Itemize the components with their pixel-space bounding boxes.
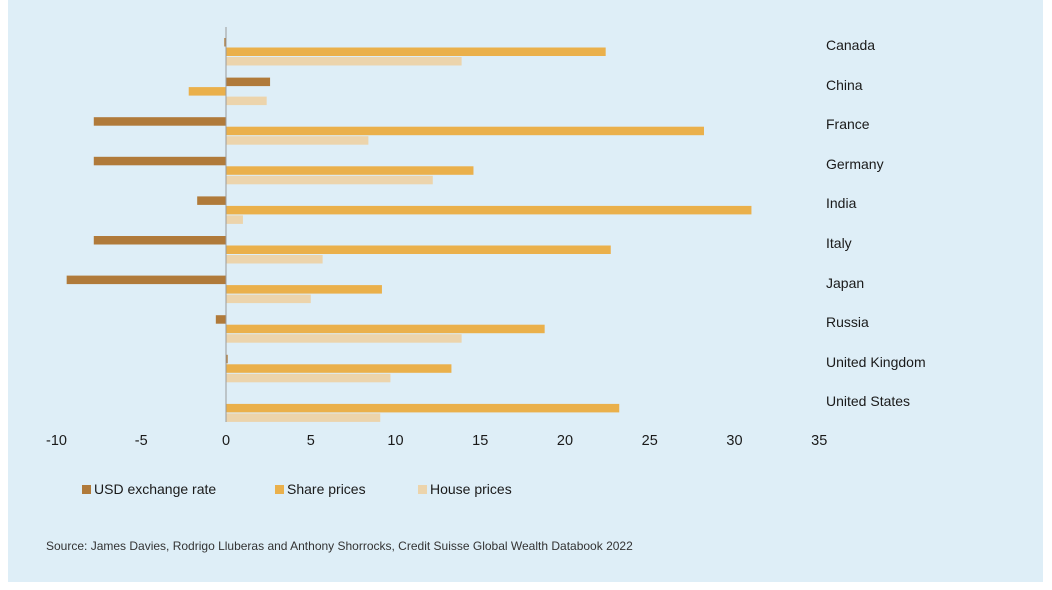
bar-house-prices-russia [226, 334, 462, 343]
bar-house-prices-germany [226, 175, 433, 185]
bar-house-prices-united-states [226, 413, 381, 422]
bar-share-prices-france [226, 126, 704, 136]
x-tick-label: 0 [221, 433, 231, 449]
legend-share-prices: Share prices [275, 481, 366, 497]
x-tick-label: 10 [387, 433, 404, 449]
chart-panel [8, 0, 1043, 582]
category-label-united-states: United States [826, 393, 911, 410]
category-label-china: China [826, 76, 863, 93]
x-tick-label: -5 [134, 433, 148, 449]
legend-label-house-prices: House prices [430, 481, 512, 497]
bar-share-prices-united-states [226, 403, 620, 413]
x-tick-label: 20 [556, 433, 574, 449]
bar-share-prices-canada [226, 47, 606, 56]
legend-swatch-usd-exchange-rate [82, 484, 91, 494]
category-label-france: France [826, 116, 870, 133]
legend-usd-exchange-rate: USD exchange rate [82, 481, 216, 497]
legend-house-prices: House prices [418, 481, 512, 497]
legend-swatch-house-prices [418, 484, 427, 494]
bar-usd-exchange-rate-india [197, 196, 226, 205]
x-tick-label: 30 [726, 433, 743, 449]
bar-house-prices-canada [226, 57, 462, 66]
x-tick-label: 25 [641, 433, 658, 449]
bar-share-prices-germany [226, 166, 474, 175]
bar-house-prices-india [226, 215, 243, 224]
bar-share-prices-russia [226, 324, 545, 334]
bar-usd-exchange-rate-canada [224, 38, 226, 47]
x-tick-label: 5 [306, 433, 315, 449]
source-note: Source: James Davies, Rodrigo Lluberas a… [46, 539, 633, 553]
bar-share-prices-united-kingdom [226, 364, 452, 373]
bar-usd-exchange-rate-russia [215, 315, 226, 324]
category-label-india: India [826, 195, 857, 212]
x-tick-label: 35 [811, 433, 828, 449]
bar-share-prices-italy [226, 245, 611, 254]
bar-house-prices-italy [226, 255, 323, 264]
bar-usd-exchange-rate-united-kingdom [226, 354, 228, 364]
legend-label-usd-exchange-rate: USD exchange rate [94, 481, 217, 497]
bar-house-prices-china [226, 96, 267, 106]
x-tick-label: -10 [46, 433, 67, 449]
bars-group [66, 38, 752, 422]
bar-usd-exchange-rate-germany [93, 156, 226, 166]
bar-share-prices-china [188, 87, 226, 96]
category-label-japan: Japan [826, 274, 865, 291]
bar-usd-exchange-rate-italy [93, 236, 226, 245]
bar-house-prices-france [226, 136, 369, 145]
bar-share-prices-japan [226, 285, 382, 294]
bar-usd-exchange-rate-france [93, 117, 226, 126]
category-label-russia: Russia [826, 314, 869, 331]
bar-usd-exchange-rate-japan [66, 275, 226, 285]
bar-usd-exchange-rate-china [226, 77, 271, 87]
legend-label-share-prices: Share prices [287, 481, 366, 497]
x-tick-label: 15 [472, 433, 489, 449]
category-label-united-kingdom: United Kingdom [826, 353, 926, 370]
bar-house-prices-japan [226, 294, 311, 304]
bar-house-prices-united-kingdom [226, 373, 391, 383]
category-label-germany: Germany [826, 155, 884, 172]
bar-share-prices-india [226, 205, 752, 215]
legend-swatch-share-prices [275, 484, 284, 494]
category-label-canada: Canada [826, 37, 876, 53]
category-label-italy: Italy [826, 235, 852, 251]
